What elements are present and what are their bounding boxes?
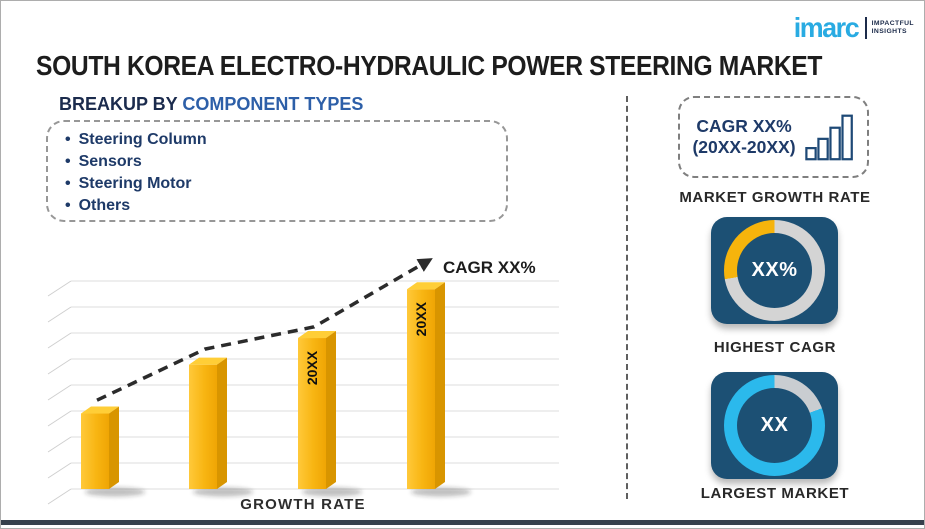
bar-side	[217, 357, 227, 489]
trend-label: CAGR XX%	[443, 258, 536, 277]
bar-top	[189, 357, 227, 365]
section-divider	[626, 96, 628, 499]
bar-side	[435, 282, 445, 489]
chart-bars: 20XX 20XX	[81, 282, 471, 497]
chart-x-axis-label: GROWTH RATE	[240, 496, 365, 513]
cagr-range-text: CAGR XX% (20XX-20XX)	[692, 116, 795, 158]
bar-top	[407, 282, 445, 290]
page-title: SOUTH KOREA ELECTRO-HYDRAULIC POWER STEE…	[36, 50, 823, 81]
breakup-heading-prefix: BREAKUP BY	[59, 94, 178, 114]
highest-cagr-caption: HIGHEST CAGR	[713, 339, 837, 356]
bar-side	[326, 331, 336, 489]
highest-cagr-donut: XX%	[724, 220, 825, 321]
logo-tagline: IMPACTFUL INSIGHTS	[872, 20, 914, 36]
bar-shadow	[193, 487, 253, 497]
bar-shadow	[302, 487, 362, 497]
largest-market-tile: XX	[711, 372, 838, 479]
bar-shadow	[85, 487, 145, 497]
growth-bar-chart: 20XX 20XX CAGR XX% GROWTH RATE	[47, 258, 559, 513]
market-growth-rate-caption: MARKET GROWTH RATE	[679, 189, 871, 206]
largest-market-donut: XX	[724, 375, 825, 476]
bar-year-label: 20XX	[304, 350, 320, 385]
imarc-logo: imarc IMPACTFUL INSIGHTS	[791, 14, 914, 42]
trend-line	[96, 258, 433, 402]
bar-top	[81, 406, 119, 414]
bar-front	[298, 338, 326, 489]
ascending-bars-icon	[804, 114, 853, 161]
logo-tagline-line1: IMPACTFUL	[871, 20, 914, 27]
breakup-heading-highlight: COMPONENT TYPES	[182, 94, 364, 114]
list-item: Steering Column	[65, 129, 496, 151]
highest-cagr-value: XX%	[751, 259, 798, 281]
component-types-box: Steering Column Sensors Steering Motor O…	[46, 120, 508, 222]
logo-tagline-line2: INSIGHTS	[871, 28, 907, 35]
bar-front	[407, 289, 435, 489]
bar-front	[81, 413, 109, 489]
bar-side	[109, 406, 119, 489]
bar-front	[189, 364, 217, 489]
list-item: Steering Motor	[65, 173, 496, 195]
cagr-range-box: CAGR XX% (20XX-20XX)	[678, 96, 869, 178]
bar-top	[298, 331, 336, 339]
list-item: Others	[65, 195, 496, 217]
largest-market-caption: LARGEST MARKET	[700, 485, 850, 502]
bar-year-label: 20XX	[413, 301, 429, 336]
logo-separator	[864, 17, 867, 39]
cagr-line: CAGR XX%	[696, 116, 792, 136]
highest-cagr-tile: XX%	[711, 217, 838, 324]
list-item: Sensors	[65, 151, 496, 173]
footer-rule	[1, 520, 924, 525]
bar-shadow	[411, 487, 471, 497]
breakup-heading: BREAKUP BY COMPONENT TYPES	[59, 94, 363, 115]
largest-market-value: XX	[760, 414, 789, 436]
cagr-period-line: (20XX-20XX)	[692, 137, 796, 157]
imarc-wordmark: imarc	[794, 12, 860, 43]
